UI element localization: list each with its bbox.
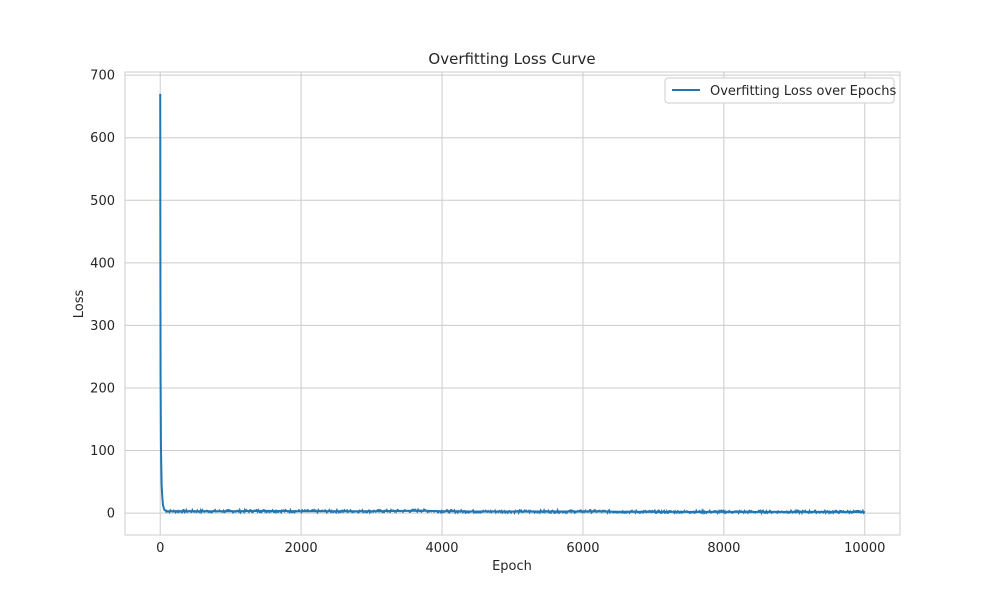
x-axis-label: Epoch [492,559,532,574]
legend-label: Overfitting Loss over Epochs [710,84,896,99]
x-tick-label: 4000 [425,541,458,556]
y-tick-label: 100 [90,444,115,459]
y-tick-labels: 0 100 200 300 400 500 600 700 [90,69,115,522]
x-tick-label: 2000 [285,541,318,556]
x-tick-label: 0 [156,541,164,556]
x-tick-label: 10000 [844,541,885,556]
plot-frame [124,71,901,536]
x-tick-label: 6000 [566,541,599,556]
plot-area [124,71,901,536]
y-tick-label: 600 [90,131,115,146]
grid-lines [125,72,900,535]
y-tick-label: 200 [90,381,115,396]
y-tick-label: 300 [90,319,115,334]
chart-title: Overfitting Loss Curve [428,50,595,68]
legend-box [664,77,895,104]
series-noise-line [164,507,866,516]
y-tick-label: 700 [90,69,115,84]
y-tick-label: 400 [90,256,115,271]
plot-background [125,72,900,535]
y-tick-label: 0 [107,507,115,522]
x-tick-labels: 0 2000 4000 6000 8000 10000 [156,541,885,556]
x-tick-label: 8000 [707,541,740,556]
series-lines [159,93,866,516]
y-axis-label: Loss [72,290,87,319]
legend: Overfitting Loss over Epochs [664,77,896,104]
y-tick-label: 500 [90,194,115,209]
